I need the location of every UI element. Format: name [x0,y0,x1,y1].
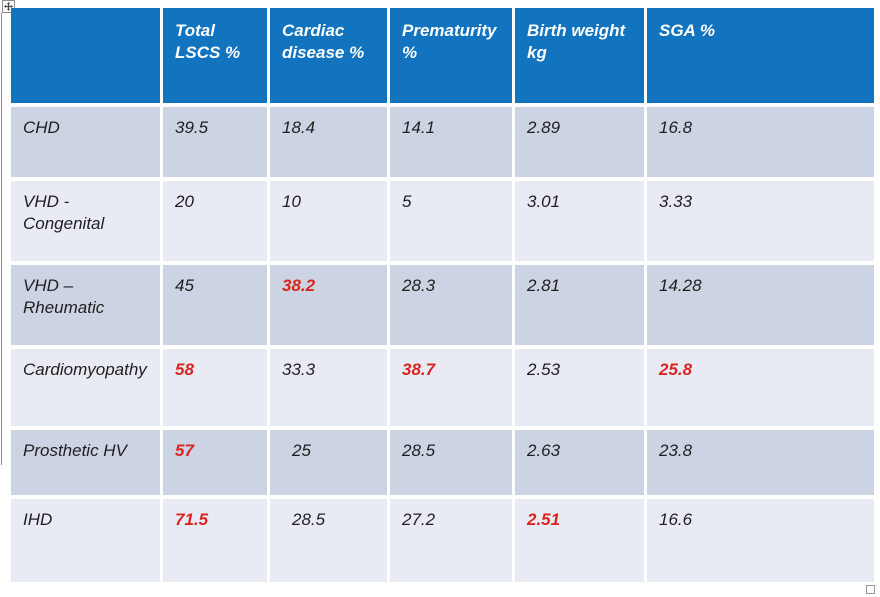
cell[interactable]: 2.89 [515,107,644,177]
cell[interactable]: 3.01 [515,181,644,261]
cell[interactable]: 39.5 [163,107,267,177]
cell[interactable]: 28.5 [270,499,387,582]
cell[interactable]: 25.8 [647,349,874,426]
cell[interactable]: 27.2 [390,499,512,582]
table-resize-handle[interactable] [866,585,875,594]
cell[interactable]: 2.51 [515,499,644,582]
cell[interactable]: 5 [390,181,512,261]
cell[interactable]: 20 [163,181,267,261]
cell[interactable]: 45 [163,265,267,345]
row-label[interactable]: VHD – Rheumatic [11,265,160,345]
row-label[interactable]: CHD [11,107,160,177]
row-label[interactable]: VHD - Congenital [11,181,160,261]
row-label[interactable]: IHD [11,499,160,582]
header-cell-rowlabel[interactable] [11,8,160,103]
cell[interactable]: 2.53 [515,349,644,426]
cell[interactable]: 2.63 [515,430,644,495]
data-table: Total LSCS % Cardiac disease % Prematuri… [8,4,877,586]
table-row-vhd-congenital: VHD - Congenital 20 10 5 3.01 3.33 [11,181,874,261]
page-edge-line [1,13,2,465]
cell[interactable]: 38.7 [390,349,512,426]
cell[interactable]: 16.8 [647,107,874,177]
cell[interactable]: 38.2 [270,265,387,345]
cell[interactable]: 58 [163,349,267,426]
cell[interactable]: 28.3 [390,265,512,345]
header-cell-cardiac-disease[interactable]: Cardiac disease % [270,8,387,103]
cell[interactable]: 2.81 [515,265,644,345]
cell[interactable]: 71.5 [163,499,267,582]
cell[interactable]: 18.4 [270,107,387,177]
header-cell-total-lscs[interactable]: Total LSCS % [163,8,267,103]
header-cell-sga[interactable]: SGA % [647,8,874,103]
row-label[interactable]: Cardiomyopathy [11,349,160,426]
table-row-prosthetic-hv: Prosthetic HV 57 25 28.5 2.63 23.8 [11,430,874,495]
table-row-cardiomyopathy: Cardiomyopathy 58 33.3 38.7 2.53 25.8 [11,349,874,426]
cell[interactable]: 3.33 [647,181,874,261]
cell[interactable]: 57 [163,430,267,495]
cell[interactable]: 33.3 [270,349,387,426]
cell[interactable]: 14.28 [647,265,874,345]
cell[interactable]: 25 [270,430,387,495]
table-row-chd: CHD 39.5 18.4 14.1 2.89 16.8 [11,107,874,177]
cell[interactable]: 14.1 [390,107,512,177]
move-cross-icon [4,2,13,11]
cell[interactable]: 10 [270,181,387,261]
cell[interactable]: 16.6 [647,499,874,582]
cell[interactable]: 23.8 [647,430,874,495]
header-row: Total LSCS % Cardiac disease % Prematuri… [11,8,874,103]
cell[interactable]: 28.5 [390,430,512,495]
header-cell-birth-weight[interactable]: Birth weight kg [515,8,644,103]
header-cell-prematurity[interactable]: Prematurity % [390,8,512,103]
row-label[interactable]: Prosthetic HV [11,430,160,495]
table-row-vhd-rheumatic: VHD – Rheumatic 45 38.2 28.3 2.81 14.28 [11,265,874,345]
table-row-ihd: IHD 71.5 28.5 27.2 2.51 16.6 [11,499,874,582]
